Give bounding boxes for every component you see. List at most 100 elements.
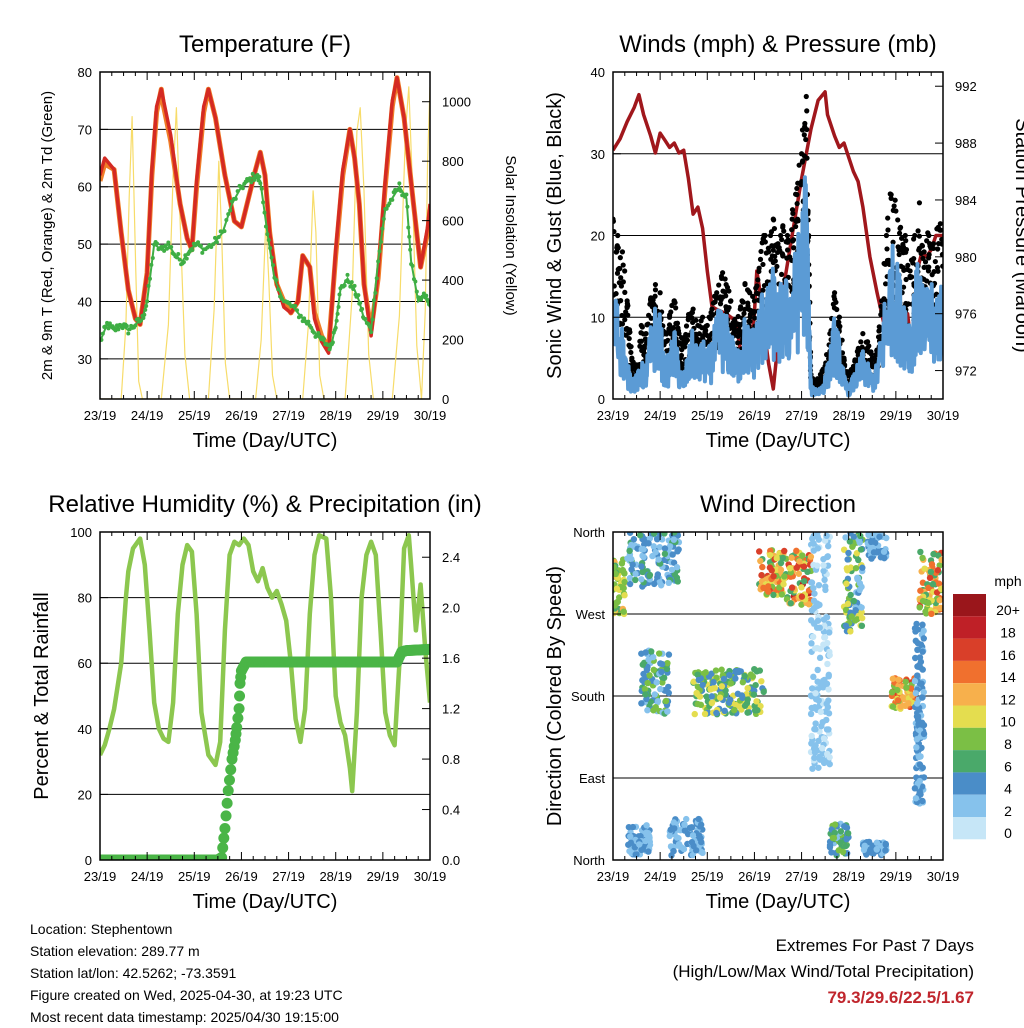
direction-point <box>620 584 627 592</box>
gust-point <box>674 320 681 326</box>
direction-point <box>796 558 803 565</box>
direction-point <box>735 702 743 710</box>
direction-point <box>689 832 697 839</box>
direction-point <box>712 667 720 674</box>
direction-point <box>913 736 921 743</box>
y-tick-label: 80 <box>78 65 92 80</box>
direction-point <box>828 849 835 856</box>
dewpoint-point <box>166 240 171 245</box>
gust-point <box>837 323 843 329</box>
x-tick-label: 30/19 <box>927 869 960 884</box>
y-tick-label: 40 <box>78 294 92 309</box>
gust-point <box>618 283 624 289</box>
gust-point <box>789 227 795 233</box>
legend-swatch <box>953 772 986 795</box>
direction-point <box>844 600 852 608</box>
direction-point <box>858 614 866 622</box>
gust-peak-point <box>883 232 890 239</box>
gust-point <box>899 235 905 241</box>
direction-point <box>795 570 802 577</box>
dewpoint-point <box>406 225 411 230</box>
dewpoint-point <box>397 181 402 186</box>
direction-point <box>820 735 828 742</box>
direction-point <box>695 676 702 684</box>
direction-point <box>665 651 673 658</box>
direction-point <box>916 680 924 687</box>
gust-point <box>790 238 796 244</box>
gust-peak-point <box>798 151 805 157</box>
direction-point <box>716 694 724 701</box>
direction-point <box>831 829 838 836</box>
direction-point <box>758 572 765 579</box>
direction-point <box>655 650 663 657</box>
series-solar <box>100 86 430 399</box>
direction-point <box>826 651 833 659</box>
gust-point <box>723 293 729 299</box>
direction-point <box>621 578 628 586</box>
gust-peak-point <box>699 314 706 320</box>
dewpoint-point <box>274 278 279 283</box>
dewpoint-point <box>196 240 201 245</box>
gust-point <box>905 301 911 307</box>
direction-point <box>756 548 763 555</box>
y-right-tick-label: 980 <box>955 250 977 265</box>
gust-point <box>682 344 688 350</box>
direction-point <box>655 556 662 563</box>
y-right-tick-label: 1.6 <box>442 651 460 666</box>
dewpoint-point <box>209 245 214 250</box>
gust-point <box>771 225 778 232</box>
direction-point <box>815 764 822 771</box>
direction-point <box>626 574 634 582</box>
direction-point <box>757 557 764 565</box>
gust-peak-point <box>813 380 819 386</box>
direction-point <box>843 836 850 843</box>
direction-point <box>912 795 920 802</box>
dewpoint-point <box>358 300 363 305</box>
direction-point <box>919 621 926 628</box>
gust-point <box>823 352 830 358</box>
dewpoint-point <box>145 299 150 304</box>
legend-swatch <box>953 794 986 817</box>
direction-point <box>644 707 651 714</box>
direction-point <box>744 696 751 703</box>
direction-point <box>920 635 927 642</box>
gust-peak-point <box>681 339 687 345</box>
dewpoint-point <box>330 340 335 345</box>
gust-point <box>704 333 711 339</box>
panel-winds: 23/19 24/19 25/19 26/19 27/19 28/19 29/19 30/19… <box>544 31 1024 452</box>
dewpoint-point <box>142 312 147 317</box>
dewpoint-point <box>360 307 365 312</box>
dewpoint-point <box>258 181 263 186</box>
direction-point <box>820 562 827 569</box>
gust-peak-point <box>836 314 842 320</box>
precip-point <box>423 643 430 655</box>
gust-peak-point <box>860 331 866 337</box>
y-right-tick-label: 400 <box>442 273 464 288</box>
y-axis-label: Direction (Colored By Speed) <box>544 566 566 826</box>
dewpoint-point <box>414 289 419 294</box>
gust-point <box>750 293 756 299</box>
gust-point <box>767 232 774 239</box>
gust-point <box>760 287 766 293</box>
direction-point <box>895 676 902 683</box>
gust-point <box>750 310 757 316</box>
dewpoint-point <box>295 308 300 313</box>
y-tick-label: 20 <box>591 229 605 244</box>
elevation-label: Station elevation: 289.77 m <box>30 943 200 959</box>
gust-peak-point <box>633 363 640 369</box>
legend-swatch <box>953 727 986 751</box>
direction-point <box>810 532 817 540</box>
station-info: Location: Stephentown Station elevation:… <box>30 918 343 1028</box>
gust-peak-point <box>869 355 875 361</box>
direction-point <box>666 543 674 550</box>
chart-title: Wind Direction <box>700 491 856 518</box>
dewpoint-point <box>103 324 108 329</box>
direction-point <box>632 576 639 584</box>
gust-peak-point <box>846 371 852 378</box>
direction-point <box>916 661 923 669</box>
direction-point <box>821 576 828 584</box>
direction-point <box>825 673 832 680</box>
dewpoint-point <box>374 276 379 281</box>
dewpoint-point <box>216 235 221 240</box>
gust-peak-point <box>742 281 748 288</box>
